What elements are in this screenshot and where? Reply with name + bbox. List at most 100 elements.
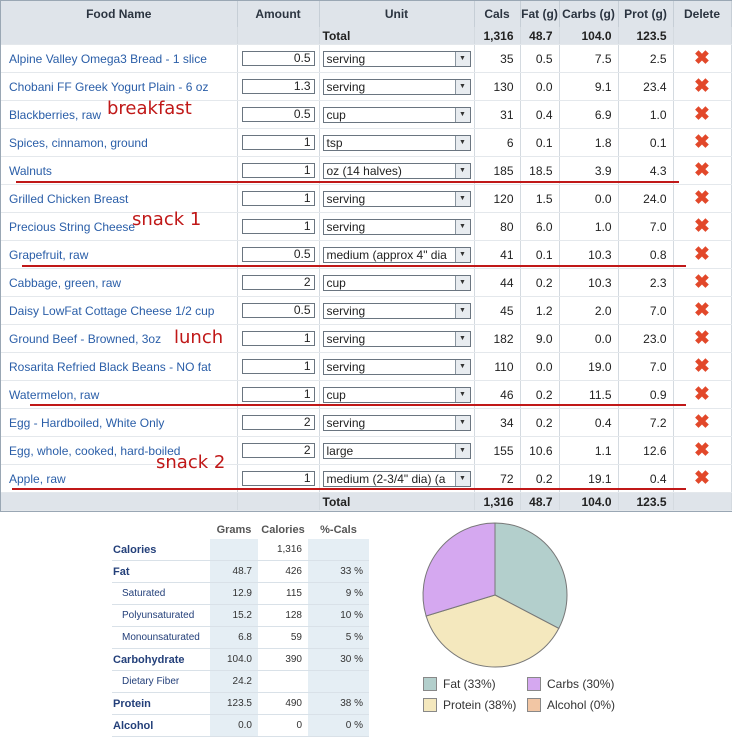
food-name-link[interactable]: Daisy LowFat Cottage Cheese 1/2 cup xyxy=(1,296,238,325)
unit-select[interactable]: cup ▼ xyxy=(322,106,471,123)
delete-icon[interactable]: ✖ xyxy=(673,240,732,269)
delete-icon[interactable]: ✖ xyxy=(673,324,732,353)
annotation-divider-line xyxy=(16,181,679,183)
food-name-link[interactable]: Ground Beef - Browned, 3oz xyxy=(1,324,238,353)
delete-icon[interactable]: ✖ xyxy=(673,128,732,157)
food-name-link[interactable]: Rosarita Refried Black Beans - NO fat xyxy=(1,352,238,381)
header-cals[interactable]: Cals xyxy=(474,1,521,27)
carbs-cell: 0.0 xyxy=(559,324,619,353)
nutrient-grams: 24.2 xyxy=(210,670,258,693)
chevron-down-icon[interactable]: ▼ xyxy=(454,107,470,122)
chevron-down-icon[interactable]: ▼ xyxy=(454,415,470,430)
chevron-down-icon[interactable]: ▼ xyxy=(454,163,470,178)
chevron-down-icon[interactable]: ▼ xyxy=(454,331,470,346)
unit-select[interactable]: serving ▼ xyxy=(322,50,471,67)
amount-input[interactable]: 1 xyxy=(241,359,315,374)
unit-select[interactable]: serving ▼ xyxy=(322,358,471,375)
amount-input[interactable]: 0.5 xyxy=(241,51,315,66)
food-name-link[interactable]: Egg - Hardboiled, White Only xyxy=(1,408,238,437)
chevron-down-icon[interactable]: ▼ xyxy=(454,219,470,234)
unit-select[interactable]: serving ▼ xyxy=(322,78,471,95)
delete-icon[interactable]: ✖ xyxy=(673,44,732,73)
unit-select[interactable]: tsp ▼ xyxy=(322,134,471,151)
nutrient-pct-cals xyxy=(308,670,369,693)
food-name-link[interactable]: Chobani FF Greek Yogurt Plain - 6 oz xyxy=(1,72,238,101)
chevron-down-icon[interactable]: ▼ xyxy=(454,275,470,290)
amount-input[interactable]: 1.3 xyxy=(241,79,315,94)
unit-select[interactable]: serving ▼ xyxy=(322,218,471,235)
delete-icon[interactable]: ✖ xyxy=(673,100,732,129)
amount-input[interactable]: 0.5 xyxy=(241,303,315,318)
unit-select[interactable]: serving ▼ xyxy=(322,414,471,431)
amount-input[interactable]: 1 xyxy=(241,471,315,486)
food-name-link[interactable]: Grilled Chicken Breast xyxy=(1,184,238,213)
amount-input[interactable]: 2 xyxy=(241,415,315,430)
chevron-down-icon[interactable]: ▼ xyxy=(454,191,470,206)
fat-cell: 0.0 xyxy=(520,352,560,381)
delete-icon[interactable]: ✖ xyxy=(673,408,732,437)
chevron-down-icon[interactable]: ▼ xyxy=(454,471,470,486)
amount-input[interactable]: 0.5 xyxy=(241,247,315,262)
chevron-down-icon[interactable]: ▼ xyxy=(454,247,470,262)
cals-cell: 44 xyxy=(474,268,521,297)
amount-input[interactable]: 2 xyxy=(241,275,315,290)
unit-select-value: serving xyxy=(326,51,366,66)
chevron-down-icon[interactable]: ▼ xyxy=(454,79,470,94)
header-food-name[interactable]: Food Name xyxy=(1,1,238,27)
delete-icon[interactable]: ✖ xyxy=(673,436,732,465)
food-name-link[interactable]: Egg, whole, cooked, hard-boiled xyxy=(1,436,238,465)
table-row: Ground Beef - Browned, 3oz 1 serving ▼ 182 9.… xyxy=(1,324,732,353)
amount-input[interactable]: 1 xyxy=(241,163,315,178)
unit-select[interactable]: serving ▼ xyxy=(322,330,471,347)
amount-input[interactable]: 1 xyxy=(241,387,315,402)
food-name-link[interactable]: Alpine Valley Omega3 Bread - 1 slice xyxy=(1,44,238,73)
delete-icon[interactable]: ✖ xyxy=(673,352,732,381)
delete-icon[interactable]: ✖ xyxy=(673,72,732,101)
food-name-link[interactable]: Grapefruit, raw xyxy=(1,240,238,269)
cals-cell: 120 xyxy=(474,184,521,213)
unit-select[interactable]: cup ▼ xyxy=(322,274,471,291)
header-amount[interactable]: Amount xyxy=(237,1,320,27)
unit-select[interactable]: serving ▼ xyxy=(322,302,471,319)
fat-cell: 0.2 xyxy=(520,408,560,437)
header-prot[interactable]: Prot (g) xyxy=(618,1,674,27)
unit-select[interactable]: medium (2-3/4" dia) (a ▼ xyxy=(322,470,471,487)
chevron-down-icon[interactable]: ▼ xyxy=(454,51,470,66)
amount-input[interactable]: 0.5 xyxy=(241,107,315,122)
food-name-link[interactable]: Precious String Cheese xyxy=(1,212,238,241)
food-name-link[interactable]: Cabbage, green, raw xyxy=(1,268,238,297)
food-name-link[interactable]: Blackberries, raw xyxy=(1,100,238,129)
delete-icon[interactable]: ✖ xyxy=(673,380,732,409)
unit-select[interactable]: serving ▼ xyxy=(322,190,471,207)
chevron-down-icon[interactable]: ▼ xyxy=(454,135,470,150)
header-carbs[interactable]: Carbs (g) xyxy=(559,1,619,27)
delete-icon[interactable]: ✖ xyxy=(673,184,732,213)
legend-item-alcohol: Alcohol (0%) xyxy=(527,698,615,712)
chevron-down-icon[interactable]: ▼ xyxy=(454,303,470,318)
unit-select[interactable]: medium (approx 4" dia ▼ xyxy=(322,246,471,263)
amount-input[interactable]: 1 xyxy=(241,191,315,206)
nutrient-pct-cals: 5 % xyxy=(308,626,369,649)
amount-input[interactable]: 1 xyxy=(241,331,315,346)
amount-input[interactable]: 1 xyxy=(241,219,315,234)
nutrient-calories: 59 xyxy=(258,626,308,649)
header-unit[interactable]: Unit xyxy=(319,1,475,27)
food-name-link[interactable]: Walnuts xyxy=(1,156,238,185)
unit-select[interactable]: large ▼ xyxy=(322,442,471,459)
food-name-link[interactable]: Spices, cinnamon, ground xyxy=(1,128,238,157)
amount-input[interactable]: 2 xyxy=(241,443,315,458)
prot-cell: 23.4 xyxy=(618,72,674,101)
unit-select[interactable]: oz (14 halves) ▼ xyxy=(322,162,471,179)
amount-input[interactable]: 1 xyxy=(241,135,315,150)
prot-cell: 12.6 xyxy=(618,436,674,465)
header-fat[interactable]: Fat (g) xyxy=(520,1,560,27)
chevron-down-icon[interactable]: ▼ xyxy=(454,443,470,458)
delete-icon[interactable]: ✖ xyxy=(673,296,732,325)
delete-icon[interactable]: ✖ xyxy=(673,268,732,297)
unit-select[interactable]: cup ▼ xyxy=(322,386,471,403)
chevron-down-icon[interactable]: ▼ xyxy=(454,359,470,374)
delete-icon[interactable]: ✖ xyxy=(673,212,732,241)
delete-icon[interactable]: ✖ xyxy=(673,156,732,185)
chevron-down-icon[interactable]: ▼ xyxy=(454,387,470,402)
fat-cell: 0.1 xyxy=(520,128,560,157)
